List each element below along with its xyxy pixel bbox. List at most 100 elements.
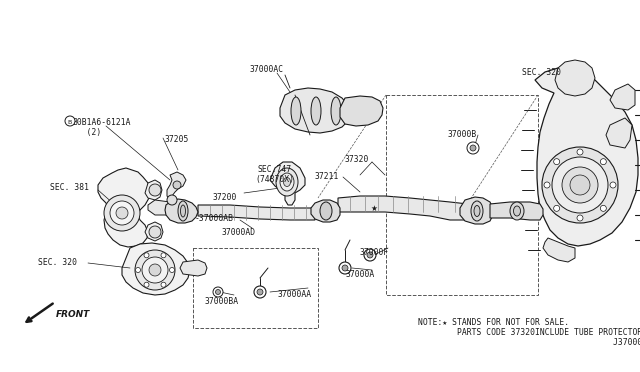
Circle shape: [257, 289, 263, 295]
Circle shape: [161, 282, 166, 287]
Text: ★: ★: [371, 203, 378, 212]
Text: (2): (2): [72, 128, 101, 137]
Text: 37211: 37211: [315, 172, 339, 181]
Text: SEC. 381: SEC. 381: [50, 183, 89, 192]
Circle shape: [213, 287, 223, 297]
Text: 37000AC: 37000AC: [250, 65, 284, 74]
Circle shape: [600, 159, 606, 165]
Circle shape: [610, 182, 616, 188]
Polygon shape: [165, 199, 198, 223]
Circle shape: [136, 267, 141, 273]
Polygon shape: [180, 260, 207, 276]
Polygon shape: [543, 238, 575, 262]
Circle shape: [554, 205, 559, 211]
Bar: [386, 95, 538, 295]
Polygon shape: [198, 205, 315, 220]
Bar: [193, 248, 318, 328]
Circle shape: [544, 182, 550, 188]
Text: 37000BA: 37000BA: [205, 297, 239, 306]
Text: 37000F: 37000F: [360, 248, 389, 257]
Polygon shape: [490, 202, 543, 220]
Circle shape: [367, 252, 373, 258]
Ellipse shape: [178, 201, 188, 221]
Circle shape: [600, 205, 606, 211]
Polygon shape: [270, 162, 305, 205]
Ellipse shape: [471, 201, 483, 221]
Circle shape: [552, 157, 608, 213]
Ellipse shape: [276, 168, 298, 196]
Circle shape: [149, 264, 161, 276]
Ellipse shape: [284, 177, 291, 186]
Polygon shape: [340, 96, 383, 126]
Polygon shape: [311, 200, 340, 222]
Circle shape: [577, 215, 583, 221]
Text: 37205: 37205: [165, 135, 189, 144]
Polygon shape: [167, 172, 186, 200]
Polygon shape: [122, 243, 190, 295]
Ellipse shape: [280, 173, 294, 191]
Text: 37320: 37320: [345, 155, 369, 164]
Polygon shape: [338, 196, 468, 220]
Circle shape: [554, 159, 559, 165]
Text: B0B1A6-6121A: B0B1A6-6121A: [72, 118, 131, 127]
Text: SEC. 320: SEC. 320: [38, 258, 77, 267]
Ellipse shape: [513, 206, 520, 216]
Text: 37000A: 37000A: [346, 270, 375, 279]
Circle shape: [339, 262, 351, 274]
Ellipse shape: [331, 97, 341, 125]
Text: (74870X): (74870X): [255, 175, 294, 184]
Text: PARTS CODE 37320INCLUDE TUBE PROTECTOR.: PARTS CODE 37320INCLUDE TUBE PROTECTOR.: [418, 328, 640, 337]
Circle shape: [467, 142, 479, 154]
Circle shape: [542, 147, 618, 223]
Circle shape: [570, 175, 590, 195]
Circle shape: [173, 181, 181, 189]
Ellipse shape: [291, 97, 301, 125]
Circle shape: [562, 167, 598, 203]
Text: 37000AD: 37000AD: [222, 228, 256, 237]
Polygon shape: [148, 200, 175, 215]
Polygon shape: [610, 84, 635, 110]
Text: J370009W: J370009W: [418, 338, 640, 347]
Ellipse shape: [311, 97, 321, 125]
Text: FRONT: FRONT: [56, 310, 90, 319]
Circle shape: [167, 195, 177, 205]
Circle shape: [149, 184, 161, 196]
Circle shape: [135, 250, 175, 290]
Circle shape: [144, 282, 149, 287]
Circle shape: [161, 253, 166, 258]
Polygon shape: [98, 168, 150, 247]
Text: 37000AA: 37000AA: [278, 290, 312, 299]
Circle shape: [342, 265, 348, 271]
Text: 37200: 37200: [213, 193, 237, 202]
Circle shape: [149, 226, 161, 238]
Text: B: B: [68, 119, 72, 125]
Polygon shape: [145, 222, 163, 241]
Circle shape: [142, 257, 168, 283]
Circle shape: [110, 201, 134, 225]
Text: 37000B: 37000B: [448, 130, 477, 139]
Circle shape: [104, 195, 140, 231]
Polygon shape: [606, 118, 632, 148]
Polygon shape: [145, 180, 162, 200]
Circle shape: [254, 286, 266, 298]
Ellipse shape: [320, 202, 332, 220]
Circle shape: [216, 289, 221, 295]
Polygon shape: [460, 197, 493, 224]
Circle shape: [65, 116, 75, 126]
Text: NOTE:★ STANDS FOR NOT FOR SALE.: NOTE:★ STANDS FOR NOT FOR SALE.: [418, 318, 569, 327]
Circle shape: [364, 249, 376, 261]
Polygon shape: [555, 60, 595, 96]
Circle shape: [170, 267, 175, 273]
Polygon shape: [535, 68, 638, 246]
Polygon shape: [280, 88, 350, 133]
Circle shape: [144, 253, 149, 258]
Text: SEC. 320: SEC. 320: [522, 68, 561, 77]
Ellipse shape: [510, 202, 524, 220]
Ellipse shape: [474, 205, 480, 217]
Text: -37000AB: -37000AB: [195, 214, 234, 223]
Ellipse shape: [180, 205, 186, 217]
Circle shape: [470, 145, 476, 151]
Text: SEC.747: SEC.747: [257, 165, 291, 174]
Circle shape: [116, 207, 128, 219]
Circle shape: [577, 149, 583, 155]
